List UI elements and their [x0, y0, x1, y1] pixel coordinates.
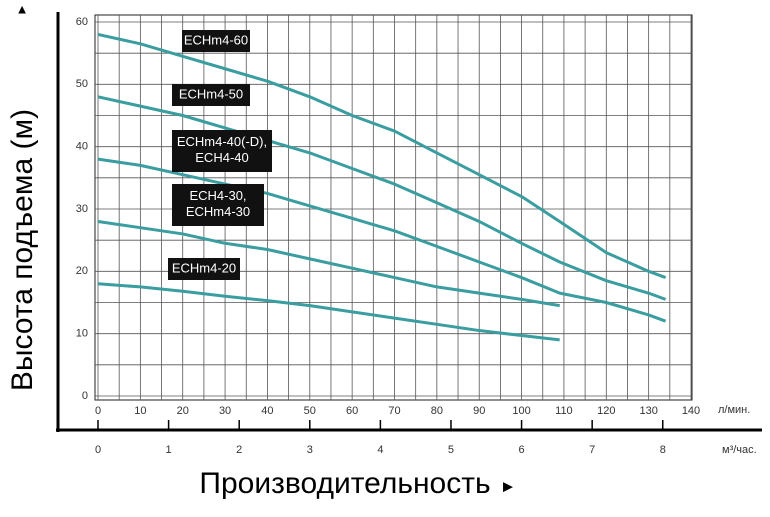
x-unit: л/мин. — [718, 404, 750, 416]
x-tick-label: 10 — [134, 405, 146, 417]
series-label-box — [172, 184, 264, 226]
series-line — [97, 282, 560, 342]
y-axis-label: Высота подъема (м) — [6, 109, 39, 391]
x-tick-label: 40 — [261, 405, 273, 417]
x-tick-label: 110 — [555, 405, 573, 417]
x2-tick-label: 5 — [448, 444, 454, 456]
series-line — [97, 33, 667, 279]
x-tick-label: 50 — [304, 405, 316, 417]
series-line — [97, 95, 667, 301]
y-tick-label: 30 — [76, 203, 88, 215]
series-label-box — [172, 84, 250, 106]
series-label: ECHm4-60 — [184, 32, 248, 47]
y-arrow: ▲ — [16, 1, 29, 16]
series-label: ECHm4-50 — [179, 86, 243, 101]
x-tick-label: 20 — [177, 405, 189, 417]
x-tick-label: 140 — [682, 405, 700, 417]
x2-tick-label: 0 — [95, 444, 101, 456]
x-tick-label: 100 — [512, 405, 530, 417]
y-tick-label: 40 — [76, 141, 88, 153]
y-tick-label: 50 — [76, 78, 88, 90]
x2-tick-label: 1 — [166, 444, 172, 456]
x-tick-label: 130 — [639, 405, 657, 417]
x-tick-label: 30 — [219, 405, 231, 417]
x-tick-label: 70 — [388, 405, 400, 417]
x-tick-label: 60 — [346, 405, 358, 417]
x2-tick-label: 6 — [519, 444, 525, 456]
x-tick-label: 80 — [431, 405, 443, 417]
x-tick-label: 0 — [95, 405, 101, 417]
x2-tick-label: 7 — [589, 444, 595, 456]
x2-tick-label: 4 — [377, 444, 383, 456]
y-tick-label: 10 — [76, 328, 88, 340]
x-tick-label: 90 — [473, 405, 485, 417]
y-tick-label: 60 — [76, 16, 88, 28]
x2-tick-label: 3 — [307, 444, 313, 456]
series-label-box — [172, 130, 272, 172]
x2-unit: м³/час. — [722, 444, 757, 456]
y-tick-label: 0 — [82, 390, 88, 402]
x2-tick-label: 2 — [236, 444, 242, 456]
x2-tick-label: 8 — [660, 444, 666, 456]
series-label-box — [168, 258, 240, 280]
series-label: ECHm4-40(-D), ECH4-40 — [177, 134, 267, 165]
series-line — [97, 157, 667, 323]
series-label: ECH4-30, ECHm4-30 — [186, 188, 250, 219]
x-arrow: ▶ — [503, 478, 513, 493]
series-label: ECHm4-20 — [172, 260, 236, 275]
x-axis-label: Производительность — [199, 467, 490, 500]
series-line — [97, 219, 560, 308]
x-tick-label: 120 — [597, 405, 615, 417]
series-label-box — [182, 30, 250, 52]
y-tick-label: 20 — [76, 265, 88, 277]
